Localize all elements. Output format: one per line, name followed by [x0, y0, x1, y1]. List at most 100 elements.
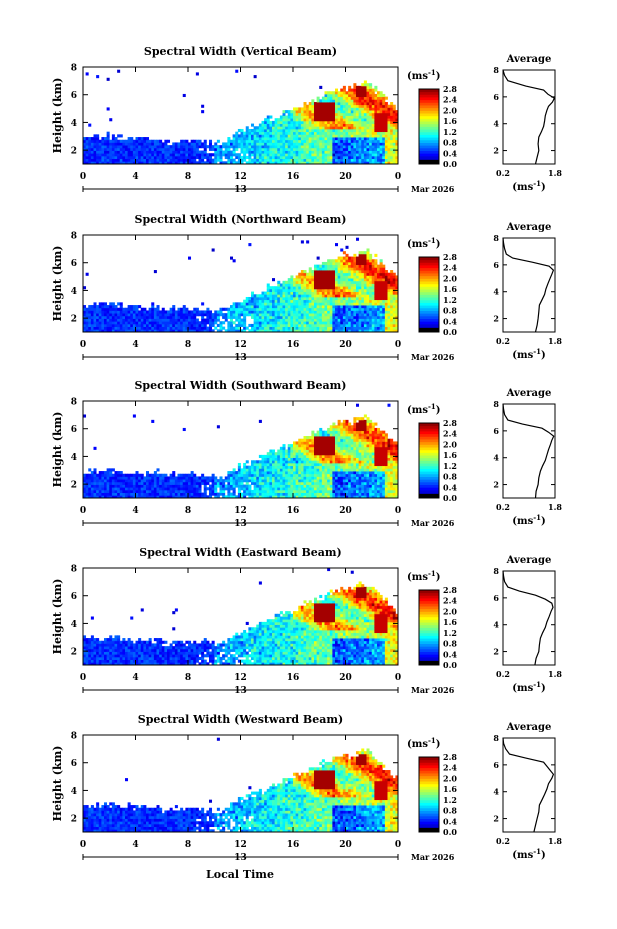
heatmap-cell — [159, 495, 163, 499]
heatmap-cell — [374, 147, 378, 151]
heatmap-cell — [293, 139, 297, 143]
heatmap-cell — [219, 158, 223, 162]
heatmap-cell — [374, 305, 378, 309]
heatmap-cell — [224, 315, 228, 319]
heatmap-cell — [274, 307, 278, 311]
heatmap-cell — [253, 481, 257, 485]
heatmap-cell — [164, 476, 168, 480]
heatmap-cell — [230, 155, 234, 160]
heatmap-cell — [287, 318, 291, 322]
heatmap-cell — [392, 128, 396, 133]
heatmap-cell — [295, 441, 299, 445]
heatmap-cell — [258, 296, 262, 301]
heatmap-cell — [174, 145, 178, 149]
heatmap-cell — [167, 318, 171, 322]
heatmap-cell — [293, 283, 297, 287]
heatmap-cell — [384, 329, 388, 333]
heatmap-cell — [306, 126, 310, 130]
heatmap-cell — [203, 323, 207, 328]
heatmap-cell — [237, 142, 241, 146]
heatmap-cell — [140, 142, 144, 146]
heatmap-cell — [190, 150, 194, 154]
heatmap-cell — [358, 155, 362, 160]
heatmap-cell — [350, 275, 354, 279]
heatmap-cell — [285, 296, 289, 301]
heatmap-cell — [232, 158, 236, 162]
heatmap-cell — [216, 495, 220, 499]
heatmap-cell — [277, 134, 281, 138]
heatmap-cell — [285, 489, 289, 494]
heatmap-cell — [85, 489, 89, 494]
heatmap-cell — [363, 99, 367, 103]
heatmap-cell — [392, 272, 396, 276]
heatmap-cell — [256, 323, 260, 328]
heatmap-cell — [293, 481, 297, 485]
heatmap-cell — [382, 310, 386, 314]
heatmap-cell — [348, 147, 352, 151]
heatmap-cell — [96, 158, 100, 162]
heatmap-cell — [335, 126, 339, 130]
heatmap-cell — [293, 296, 297, 301]
heatmap-cell — [203, 329, 207, 333]
heatmap-cell — [101, 476, 105, 480]
heatmap-cell — [258, 131, 262, 135]
heatmap-cell — [395, 315, 399, 319]
heatmap-cell — [104, 321, 108, 325]
heatmap-cell — [348, 270, 352, 274]
heatmap-cell — [282, 454, 286, 458]
heatmap-cell — [363, 329, 367, 333]
heatmap-cell — [258, 454, 262, 458]
heatmap-cell — [342, 85, 346, 89]
heatmap-cell — [371, 139, 375, 143]
heatmap-cell — [274, 460, 278, 464]
heatmap-cell — [266, 495, 270, 499]
heatmap-cell — [308, 315, 312, 319]
heatmap-cell — [182, 153, 186, 157]
heatmap-cell — [287, 155, 291, 160]
heatmap-cell — [167, 489, 171, 494]
heatmap-cell — [329, 118, 333, 122]
heatmap-cell — [335, 291, 339, 295]
heatmap-cell — [169, 487, 173, 491]
heatmap-cell — [201, 318, 205, 322]
heatmap-cell — [237, 476, 241, 480]
heatmap-cell — [161, 150, 165, 154]
heatmap-cell — [282, 321, 286, 325]
heatmap-cell — [227, 307, 231, 311]
heatmap-cell — [135, 145, 139, 149]
heatmap-cell — [384, 118, 388, 122]
heatmap-cell — [182, 318, 186, 322]
heatmap-cell — [253, 142, 257, 146]
heatmap-cell — [156, 142, 160, 146]
heatmap-cell — [248, 134, 252, 138]
heatmap-cell — [88, 323, 92, 328]
heatmap-cell — [156, 158, 160, 162]
heatmap-cell — [243, 487, 247, 491]
heatmap-cell — [371, 294, 375, 298]
heatmap-cell — [358, 118, 362, 122]
heatmap-cell — [293, 321, 297, 325]
heatmap-cell — [253, 294, 257, 298]
colorbar-swatch — [419, 107, 439, 111]
heatmap-cell — [319, 112, 323, 116]
heatmap-cell — [303, 145, 307, 149]
heatmap-cell — [256, 310, 260, 314]
heatmap-cell — [335, 323, 339, 328]
heatmap-cell — [232, 473, 236, 477]
heatmap-cell — [293, 161, 297, 165]
heatmap-cell — [342, 275, 346, 279]
heatmap-cell — [111, 310, 115, 314]
heatmap-cell — [329, 288, 333, 292]
heatmap-cell — [337, 131, 341, 135]
heatmap-cell — [387, 137, 391, 141]
heatmap-cell — [387, 326, 391, 330]
heatmap-cell — [240, 476, 244, 480]
heatmap-cell — [93, 161, 97, 165]
heatmap-cell — [169, 329, 173, 333]
heatmap-cell — [382, 267, 386, 271]
heatmap-cell — [227, 147, 231, 151]
heatmap-cell — [251, 307, 255, 311]
heatmap-cell — [332, 305, 336, 309]
heatmap-cell — [293, 134, 297, 138]
x-tick-label: 0 — [395, 172, 401, 182]
